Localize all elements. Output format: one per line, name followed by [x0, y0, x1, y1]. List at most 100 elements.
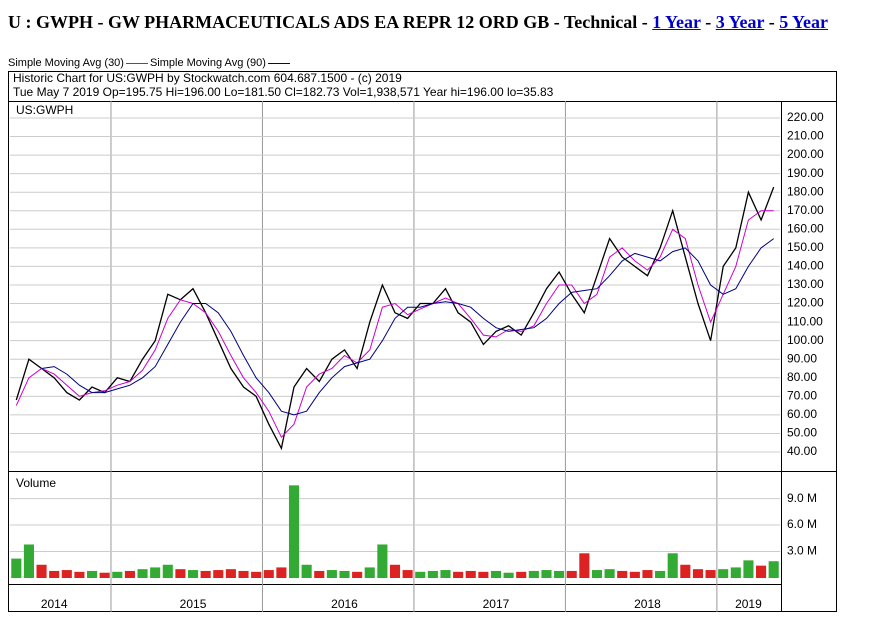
volume-bar: [768, 561, 779, 578]
volume-bar: [667, 553, 678, 578]
y-tick-label: 180.00: [787, 184, 824, 198]
y-tick-label: 190.00: [787, 166, 824, 180]
volume-bar: [251, 571, 262, 578]
volume-bar: [718, 569, 729, 578]
volume-bar: [137, 569, 148, 578]
volume-bar: [301, 564, 312, 578]
volume-bar: [642, 570, 653, 578]
volume-bar: [187, 570, 199, 578]
volume-bar: [288, 485, 300, 578]
volume-bar: [11, 558, 22, 578]
y-tick-label: 110.00: [787, 314, 823, 328]
volume-bar: [503, 572, 514, 578]
y-tick-label: 200.00: [787, 147, 824, 161]
separator: -: [768, 12, 775, 32]
y-tick-label: 60.00: [787, 407, 817, 421]
legend-label: Simple Moving Avg (30): [8, 57, 124, 69]
volume-bar: [263, 570, 274, 578]
volume-bar: [213, 570, 224, 578]
price-line: [41, 238, 774, 416]
chart-frame: [8, 71, 837, 612]
volume-bar: [124, 570, 135, 578]
x-tick-label: 2015: [180, 597, 207, 611]
volume-bar: [162, 564, 173, 578]
link[interactable]: 3 Year: [715, 12, 765, 32]
legend-swatch: [267, 62, 290, 64]
volume-bar: [339, 570, 350, 578]
volume-bar: [692, 569, 703, 578]
y-tick-label: 40.00: [787, 444, 817, 458]
volume-bar: [225, 569, 236, 578]
volume-bar: [591, 570, 603, 578]
volume-bar: [705, 570, 716, 578]
price-line: [15, 210, 774, 439]
volume-bar: [453, 571, 464, 578]
volume-bar: [743, 560, 754, 578]
volume-bar: [36, 564, 47, 578]
x-tick-label: 2019: [735, 597, 762, 611]
link[interactable]: 5 Year: [779, 12, 829, 32]
volume-bar: [200, 570, 211, 578]
chart-subtitle: Historic Chart for US:GWPH by Stockwatch…: [13, 71, 402, 85]
volume-bar: [440, 570, 451, 578]
x-tick-label: 2016: [331, 597, 358, 611]
volume-bar: [415, 571, 426, 578]
volume-bar: [427, 570, 438, 578]
y-tick-label: 100.00: [787, 333, 824, 347]
price-line: [15, 186, 775, 451]
volume-bar: [604, 569, 615, 578]
volume-bar: [150, 567, 161, 578]
volume-bar: [49, 570, 60, 578]
volume-bar: [276, 567, 287, 578]
volume-bar: [680, 564, 691, 578]
volume-bar: [314, 570, 325, 578]
page-title: U : GWPH - GW PHARMACEUTICALS ADS EA REP…: [8, 12, 638, 32]
volume-bar: [528, 570, 539, 578]
y-tick-label: 150.00: [787, 240, 824, 254]
volume-bar: [23, 544, 34, 578]
y-tick-label: 3.0 M: [787, 544, 817, 558]
x-tick-label: 2017: [483, 597, 510, 611]
volume-title: Volume: [16, 476, 56, 490]
volume-bar: [377, 544, 388, 578]
volume-bar: [74, 571, 85, 578]
volume-bar: [579, 553, 590, 578]
volume-bar: [326, 570, 337, 578]
link[interactable]: 1 Year: [652, 12, 701, 32]
y-tick-label: 120.00: [787, 296, 824, 310]
volume-bar: [516, 571, 527, 578]
volume-bar: [352, 571, 363, 578]
volume-bar: [566, 570, 577, 578]
volume-bar: [238, 570, 249, 578]
y-tick-label: 90.00: [787, 351, 817, 365]
volume-bar: [629, 571, 640, 578]
y-tick-label: 210.00: [787, 129, 824, 143]
volume-bar: [99, 572, 110, 578]
y-tick-label: 50.00: [787, 426, 817, 440]
volume-bar: [389, 564, 401, 578]
volume-bar: [617, 570, 628, 578]
volume-bar: [87, 570, 98, 578]
volume-bar: [655, 570, 666, 578]
volume-bar: [478, 571, 489, 578]
volume-bar: [554, 570, 565, 578]
volume-bar: [490, 570, 502, 578]
x-tick-label: 2018: [634, 597, 661, 611]
y-tick-label: 80.00: [787, 370, 817, 384]
legend-label: Simple Moving Avg (90): [149, 57, 266, 69]
separator: -: [641, 12, 648, 32]
volume-bar: [730, 567, 741, 578]
volume-bar: [364, 567, 375, 578]
volume-bar: [402, 570, 413, 578]
volume-bar: [61, 570, 72, 578]
y-tick-label: 220.00: [787, 110, 824, 124]
header: U : GWPH - GW PHARMACEUTICALS ADS EA REP…: [8, 12, 828, 33]
chart-annotation: Tue May 7 2019 Op=195.75 Hi=196.00 Lo=18…: [13, 85, 554, 99]
x-tick-label: 2014: [41, 597, 68, 611]
chart-title: US:GWPH: [16, 103, 73, 117]
volume-bar: [112, 571, 123, 578]
y-tick-label: 160.00: [787, 221, 824, 235]
y-tick-label: 70.00: [787, 388, 817, 402]
